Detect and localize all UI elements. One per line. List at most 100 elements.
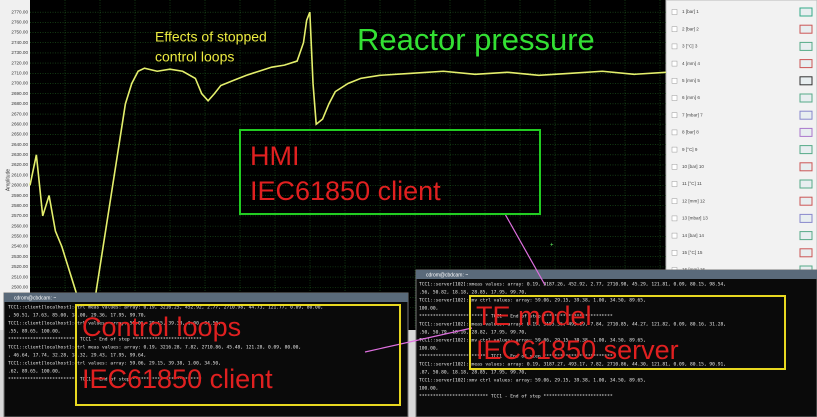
terminal-line: 100.00,: [419, 386, 438, 392]
legend-item: 5 [mm] 5: [682, 78, 700, 83]
legend-item: 15 [°C] 15: [682, 250, 703, 255]
series-icon: [799, 196, 813, 206]
annotation: Effects of stopped: [155, 29, 267, 45]
y-tick-label: 2700.00: [11, 81, 28, 86]
annotation: control loops: [155, 49, 234, 65]
y-tick-label: 2600.00: [11, 183, 28, 188]
y-axis-label: Amplitude: [5, 169, 11, 191]
y-tick-label: 2520.00: [11, 264, 28, 269]
y-tick-label: 2730.00: [11, 50, 28, 55]
terminal-line: 100.00,: [419, 306, 438, 312]
callout-text: TE model: [476, 301, 592, 331]
terminal-line: ************************* TCC1 - End of …: [8, 377, 202, 383]
checkbox: [671, 146, 678, 153]
y-tick-label: 2510.00: [11, 274, 28, 279]
terminal-line: 100.00,: [419, 346, 438, 352]
y-tick-label: 2660.00: [11, 121, 28, 126]
terminal-line: ************************* TCC1 - End of …: [419, 394, 613, 400]
y-tick-label: 2760.00: [11, 20, 28, 25]
y-tick-label: 2670.00: [11, 111, 28, 116]
y-tick-label: 2750.00: [11, 30, 28, 35]
y-tick-label: 2560.00: [11, 223, 28, 228]
y-tick-label: 2680.00: [11, 101, 28, 106]
terminal-title: cdrom@cbdcam: ~: [426, 272, 468, 278]
series-icon: [799, 145, 813, 155]
series-icon: [799, 93, 813, 103]
checkbox: [671, 78, 678, 84]
checkbox: [671, 60, 678, 67]
terminal-text: TCC1::client[localhost]:ctrl meas values…: [8, 282, 726, 400]
cursor: +: [550, 243, 554, 249]
terminal-line: .87, 50.80, 18.18, 28.85, 17.95, 99.70,: [419, 370, 527, 376]
y-tick-label: 2770.00: [11, 9, 28, 14]
checkbox: [671, 250, 678, 256]
y-tick-label: 2710.00: [11, 71, 28, 76]
y-tick-label: 2540.00: [11, 244, 28, 249]
series-icon: [799, 248, 813, 258]
legend-item: 2 [bar] 2: [682, 26, 699, 31]
legend-item: 8 [bar] 8: [682, 130, 699, 135]
terminal-line: .62, 89.65, 100.00,: [8, 369, 61, 375]
y-tick-label: 2570.00: [11, 213, 28, 218]
terminal-line: ************************* TCC1 - End of …: [8, 337, 202, 343]
axis-panel: [0, 0, 30, 330]
checkbox: [671, 232, 678, 239]
y-tick-label: 2580.00: [11, 203, 28, 208]
legend-item: 3 [°C] 3: [682, 44, 698, 49]
callout-text: Control loops: [82, 312, 241, 342]
terminal-line: .50, 50.79, 18.16, 28.82, 17.95, 99.70,: [419, 330, 527, 336]
series-icon: [799, 24, 813, 34]
terminal-line: TCC1::server[102]:xmv ctrl values: array…: [419, 298, 646, 304]
y-tick-label: 2630.00: [11, 152, 28, 157]
callout-text: IEC61850 server: [476, 335, 679, 365]
terminal-left: cdrom@cbdcam: ~: [3, 292, 409, 417]
series-icon: [799, 213, 813, 223]
series-icon: [799, 59, 813, 69]
series-icon: [799, 110, 813, 120]
terminal-line: TCC1::server[102]:xmeas values: array: 0…: [419, 282, 726, 288]
callout-text: IEC61850 client: [82, 364, 273, 394]
terminal-line: TCC1::client[localhost]:ctrl meas values…: [8, 305, 323, 311]
terminal-line: .55, 89.65, 100.00,: [8, 329, 61, 335]
checkbox: [671, 112, 678, 118]
legend-item: 6 [mm] 6: [682, 95, 700, 100]
series-icon: [799, 76, 813, 86]
terminal-line: , 46.64, 17.74, 32.28, 18.32, 29.43, 17.…: [8, 353, 146, 359]
y-tick-label: 2690.00: [11, 91, 28, 96]
terminal-line: TCC1::server[102]:xmeas values: array: 0…: [419, 322, 726, 328]
checkbox: [671, 26, 678, 32]
checkbox: [671, 164, 678, 170]
y-tick-label: 2610.00: [11, 172, 28, 177]
y-tick-label: 2620.00: [11, 162, 28, 167]
terminal-title: cdrom@cbdcam: ~: [14, 295, 56, 301]
checkbox: [671, 95, 678, 101]
y-tick-label: 2500.00: [11, 284, 28, 289]
terminal-line: TCC1::client[localhost]:ctrl values: arr…: [8, 321, 221, 327]
legend-item: 4 [mm] 4: [682, 61, 700, 66]
checkbox: [671, 215, 678, 222]
terminal-line: TCC1::server[102]:xmv ctrl values: array…: [419, 338, 646, 344]
terminal-line: TCC1::server[102]:xmeas values: array: 0…: [419, 362, 726, 368]
y-tick-label: 2590.00: [11, 193, 28, 198]
terminal-line: TCC1::server[102]:xmv ctrl values: array…: [419, 378, 646, 384]
annotation: Reactor pressure: [357, 22, 595, 57]
series-icon: [799, 41, 813, 51]
callout-box: [75, 304, 401, 406]
series-icon: [799, 127, 813, 137]
grid: 2770.00 2760.00 2750.00 2740.00 2730.00 2720.…: [11, 0, 666, 328]
checkbox: [671, 198, 678, 204]
callout-box: [239, 129, 541, 215]
terminal-titlebar: [416, 270, 817, 279]
y-tick-label: 2650.00: [11, 132, 28, 137]
y-tick-label: 2640.00: [11, 142, 28, 147]
y-tick-label: 2530.00: [11, 254, 28, 259]
series-icon: [799, 231, 813, 241]
terminal-line: TCC1::client[localhost]:ctrl values: arr…: [8, 361, 221, 367]
terminal-line: TCC1::client[localhost]:ctrl meas values…: [8, 345, 301, 351]
checkbox: [671, 43, 678, 50]
legend-item: 12 [mm] 12: [682, 198, 705, 203]
y-tick-label: 2550.00: [11, 234, 28, 239]
checkbox: [671, 181, 678, 187]
callout-text: HMI: [250, 141, 300, 171]
